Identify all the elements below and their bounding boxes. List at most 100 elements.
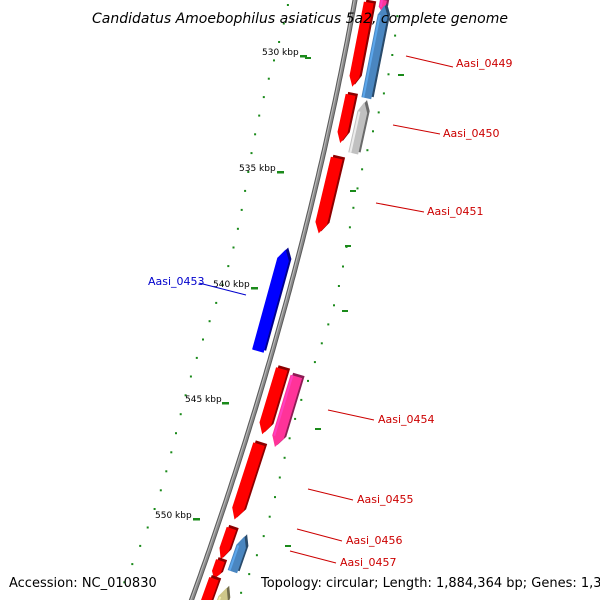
skew-dot: [361, 168, 364, 171]
skew-dot: [387, 73, 390, 76]
gene-label-aasi-0451[interactable]: Aasi_0451: [375, 202, 484, 218]
skew-dot: [372, 130, 374, 133]
scale-tick-label: 545 kbp: [185, 395, 222, 405]
gene-label-aasi-0449[interactable]: Aasi_0449: [405, 55, 513, 70]
accession-text: Accession: NC_010830: [9, 576, 157, 591]
gene-aasi-0459-b: [216, 585, 231, 600]
skew-dot: [307, 379, 309, 382]
skew-dot: [258, 114, 261, 117]
skew-dot: [179, 413, 182, 416]
label-leader-line: [296, 528, 343, 542]
skew-dot: [195, 356, 198, 359]
skew-dot: [262, 96, 265, 99]
label-leader-line: [289, 550, 337, 564]
gene-label-text[interactable]: Aasi_0449: [456, 57, 513, 70]
skew-dot: [247, 171, 250, 173]
label-leader-line: [405, 55, 454, 68]
scale-ticks: 530 kbp 535 kbp 540 kbp 545 kbp 550 kbp: [155, 48, 307, 521]
gene-label-text[interactable]: Aasi_0450: [443, 127, 500, 140]
label-leader-line: [392, 124, 441, 135]
backbone-line: [189, 0, 357, 600]
gene-label-text[interactable]: Aasi_0457: [340, 556, 397, 569]
gene-labels: Aasi_0449 Aasi_0450 Aasi_0451 Aasi_0453 Aasi…: [148, 55, 513, 569]
skew-dot: [248, 573, 251, 576]
skew-dot: [342, 265, 344, 268]
skew-dot: [282, 22, 285, 25]
skew-dot: [278, 41, 281, 43]
gene-label-text[interactable]: Aasi_0455: [357, 493, 414, 506]
skew-dot: [170, 451, 173, 454]
gene-label-text[interactable]: Aasi_0456: [346, 534, 403, 547]
skew-dot: [159, 489, 162, 492]
scale-tick-label: 550 kbp: [155, 511, 192, 521]
skew-mark: [315, 428, 321, 430]
skew-dot: [273, 59, 275, 62]
skew-dot: [240, 208, 243, 211]
scale-tick: [300, 55, 307, 58]
skew-dot: [240, 591, 243, 594]
scale-tick-label: 540 kbp: [213, 280, 250, 290]
skew-dot: [250, 152, 253, 155]
label-leader-line: [198, 282, 247, 296]
gene-label-text[interactable]: Aasi_0454: [378, 413, 435, 426]
skew-dot: [377, 111, 380, 114]
skew-dot: [294, 417, 297, 420]
skew-dot: [348, 226, 351, 229]
skew-dot: [184, 394, 187, 397]
skew-dot: [262, 535, 265, 538]
skew-dot: [221, 283, 224, 286]
skew-dot: [189, 375, 192, 378]
skew-dot: [327, 323, 330, 326]
gene-aasi-0459: [201, 575, 222, 600]
skew-dot: [283, 456, 286, 459]
skew-mark: [350, 190, 356, 192]
skew-mark: [345, 245, 351, 247]
gene-label-aasi-0455[interactable]: Aasi_0455: [307, 488, 414, 506]
skew-dot: [337, 285, 340, 287]
scale-tick: [251, 287, 258, 290]
skew-dot: [153, 508, 156, 510]
skew-dot: [382, 92, 385, 95]
scale-tick-label: 535 kbp: [239, 164, 276, 174]
label-leader-line: [307, 488, 354, 501]
skew-dot: [366, 149, 369, 152]
gene-label-aasi-0457[interactable]: Aasi_0457: [289, 550, 397, 569]
gene-aasi-0451: [315, 154, 346, 234]
scale-tick: [193, 518, 200, 521]
gene-label-text[interactable]: Aasi_0451: [427, 205, 484, 218]
gene-label-aasi-0453[interactable]: Aasi_0453: [148, 275, 247, 296]
skew-dot: [288, 437, 291, 440]
map-title: Candidatus Amoebophilus asiaticus 5a2, c…: [92, 11, 508, 27]
skew-mark: [305, 57, 311, 59]
gene-label-aasi-0454[interactable]: Aasi_0454: [327, 409, 435, 426]
skew-dot: [236, 227, 239, 230]
gene-aasi-0449: [349, 0, 377, 87]
skew-dot: [278, 476, 281, 479]
gene-label-aasi-0456[interactable]: Aasi_0456: [296, 528, 403, 547]
skew-dot: [208, 320, 211, 323]
gene-label-aasi-0450[interactable]: Aasi_0450: [392, 124, 500, 140]
scale-tick: [277, 171, 284, 174]
gene-label-text[interactable]: Aasi_0453: [148, 275, 205, 288]
skew-dot: [391, 54, 394, 56]
skew-dot: [286, 4, 289, 6]
gene-aasi-0449-rev: [361, 3, 391, 100]
gene-aasi-0453: [252, 247, 292, 353]
skew-dot: [396, 15, 399, 18]
skew-dot: [139, 544, 142, 547]
skew-mark: [342, 310, 348, 312]
skew-mark: [285, 545, 291, 547]
skew-dot: [313, 361, 316, 364]
gene-aasi-0454: [259, 365, 291, 435]
skew-dot: [123, 581, 126, 584]
gc-skew-dots: [123, 4, 404, 594]
gene-aasi-0457: [227, 534, 249, 574]
skew-dot: [255, 554, 258, 557]
skew-dot: [352, 206, 355, 209]
gene-aasi-0455: [232, 440, 268, 520]
gene-aasi-0454-b: [272, 372, 305, 447]
gene-aasi-0458: [212, 557, 228, 579]
skew-dot: [254, 133, 257, 136]
skew-dot: [244, 189, 247, 192]
